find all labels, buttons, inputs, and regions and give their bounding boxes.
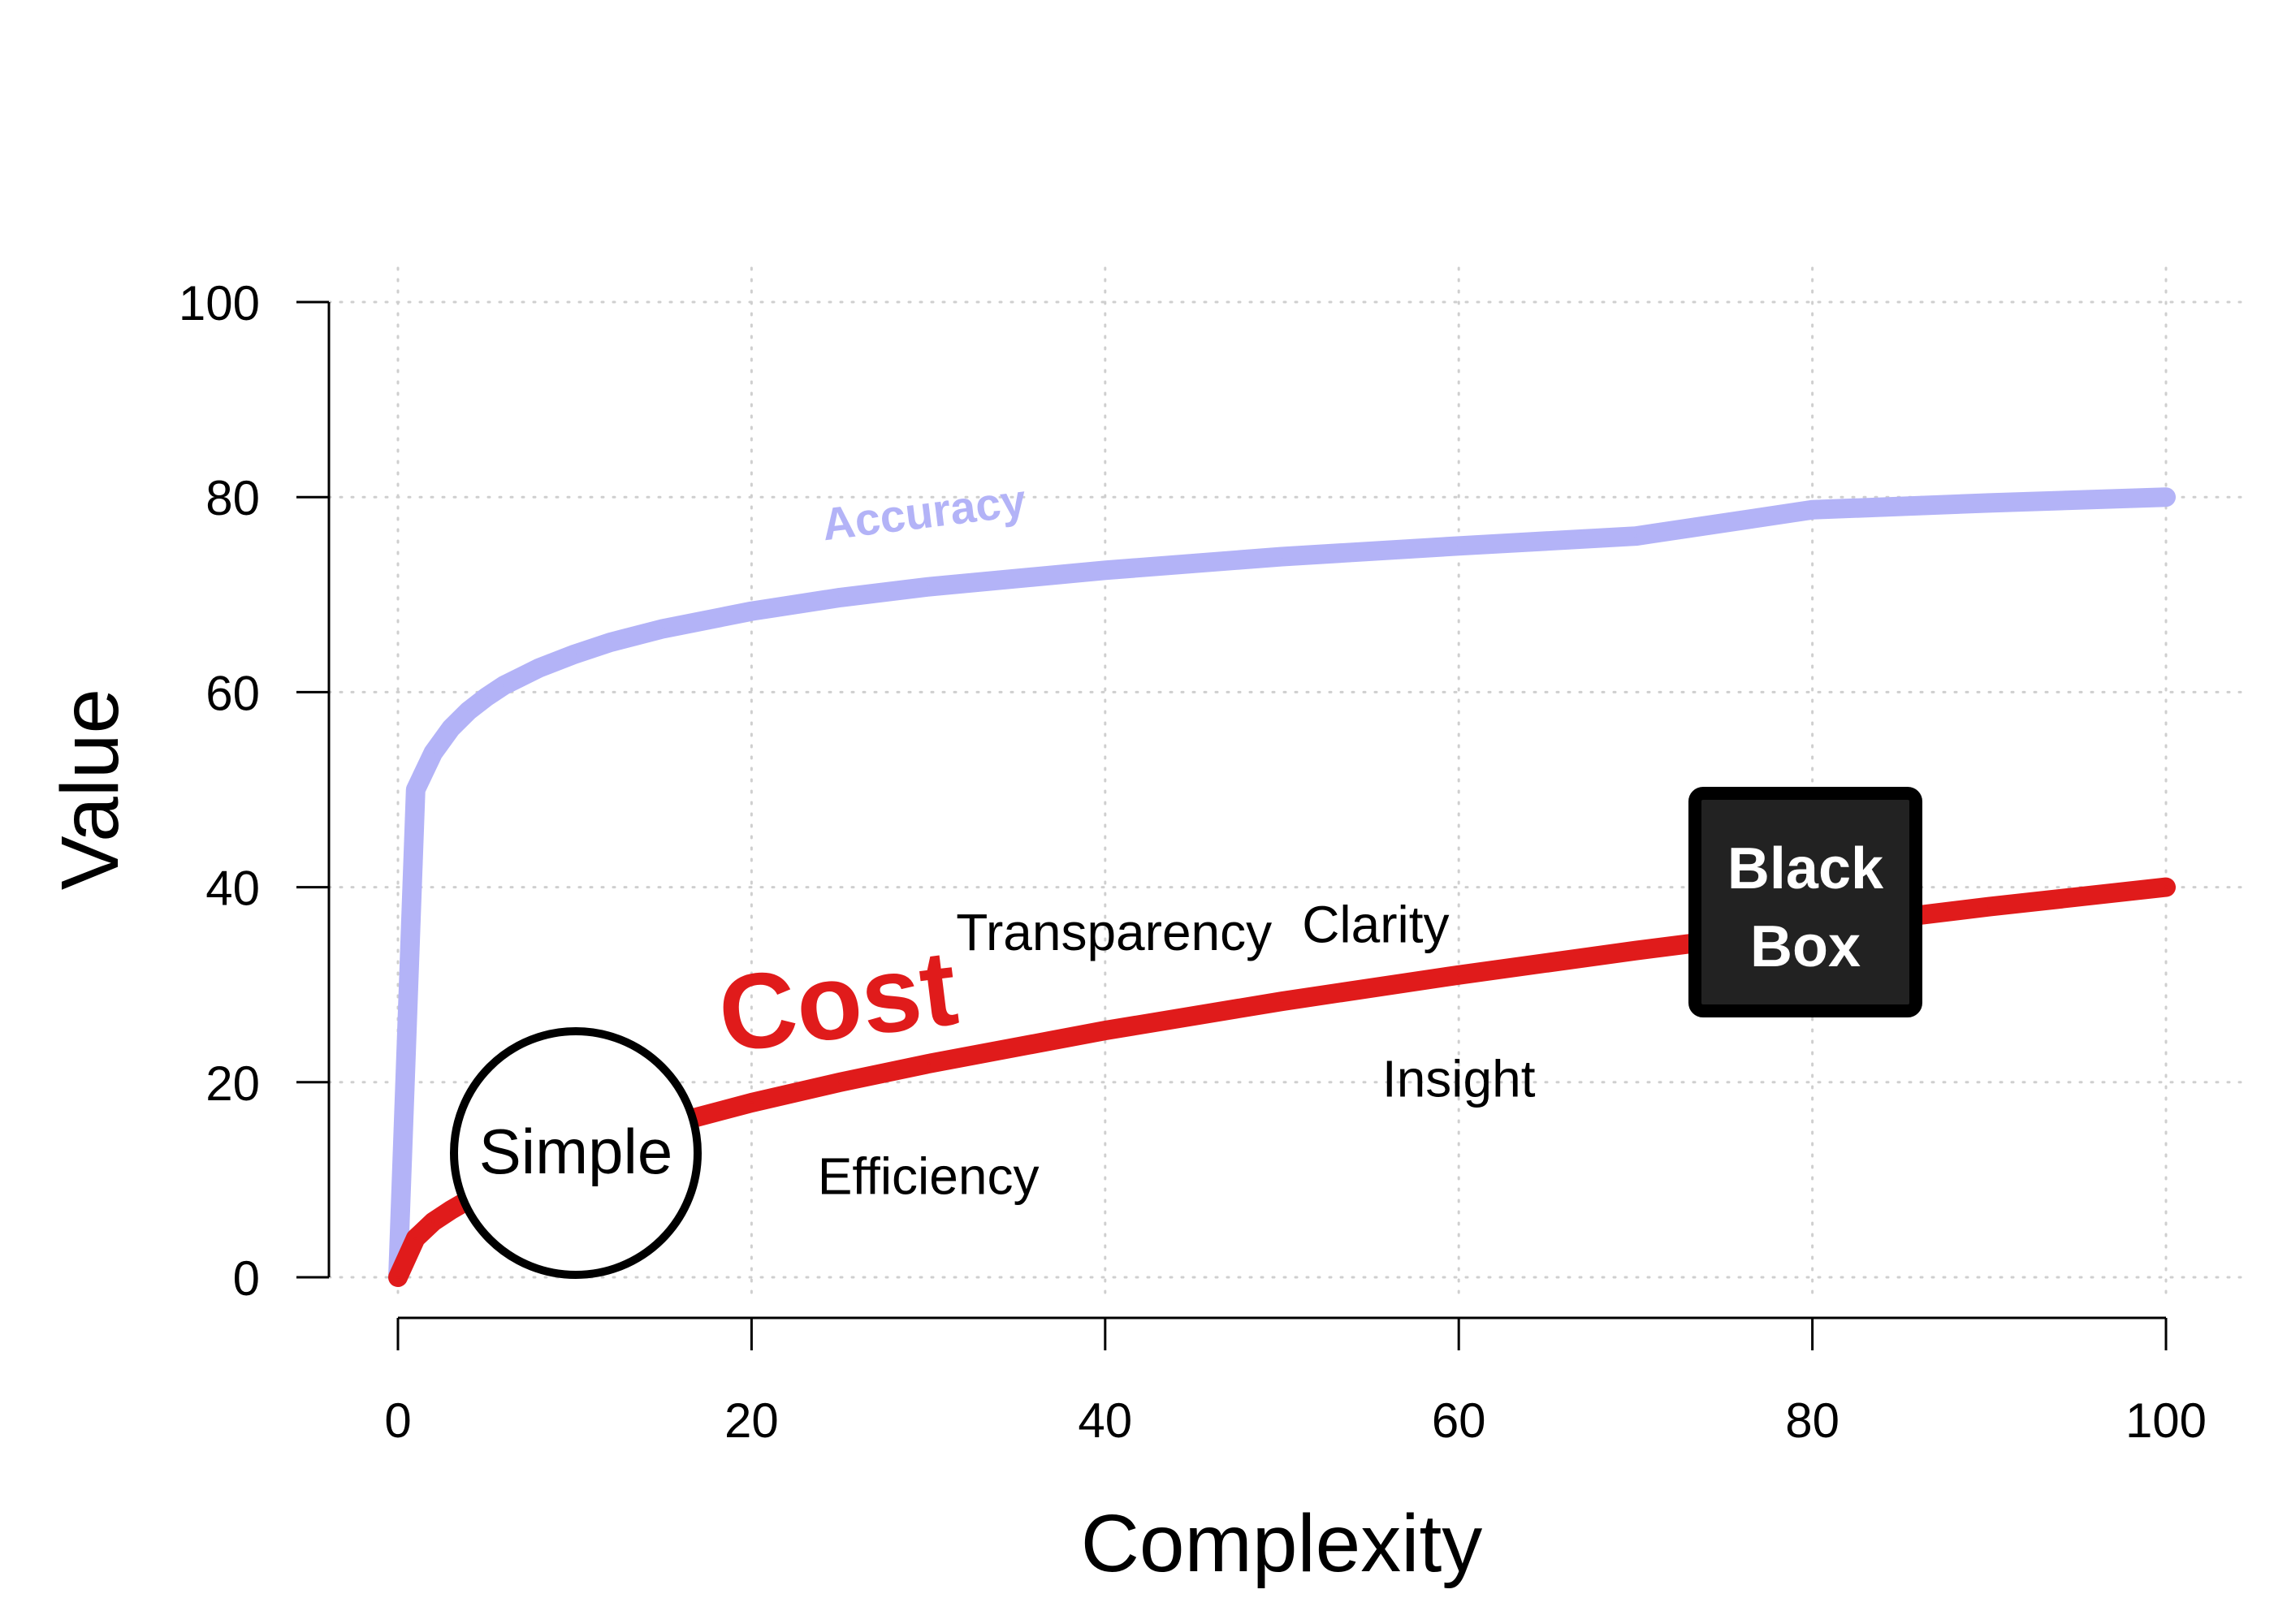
clarity-annotation: Clarity [1302, 896, 1449, 954]
black-box-marker: Black Box [1688, 787, 1922, 1017]
cost-point [431, 1220, 435, 1224]
y-tick-label: 0 [233, 1251, 260, 1306]
accuracy-point [1103, 568, 1107, 572]
cost-point [413, 1236, 417, 1240]
y-tick-label: 60 [205, 666, 260, 720]
cost-point [1280, 1000, 1284, 1004]
efficiency-annotation: Efficiency [818, 1147, 1040, 1205]
cost-point [838, 1080, 842, 1084]
cost-series-label: Cost [712, 927, 963, 1075]
accuracy-point [431, 750, 435, 754]
y-tick-label: 100 [179, 276, 260, 330]
cost-point [2164, 885, 2168, 889]
series-lines [388, 487, 2176, 1287]
accuracy-point [467, 709, 471, 713]
accuracy-point [927, 585, 931, 589]
simple-label: Simple [479, 1116, 672, 1187]
cost-point [1633, 948, 1637, 952]
simple-circle [450, 1027, 702, 1279]
y-axis-title: Value [45, 689, 136, 890]
cost-point [449, 1208, 453, 1212]
cost-point [396, 1276, 400, 1279]
y-tick-label: 40 [205, 862, 260, 916]
x-tick-label: 60 [1432, 1393, 1486, 1448]
cost-point [1987, 905, 1991, 909]
simple-circle-marker: Simple [450, 1027, 702, 1279]
accuracy-point [484, 695, 488, 699]
insight-annotation: Insight [1382, 1049, 1536, 1108]
accuracy-series-label: Accuracy [819, 474, 1029, 550]
accuracy-point [1987, 501, 1991, 505]
cost-point [1103, 1029, 1107, 1033]
accuracy-point [1633, 534, 1637, 538]
accuracy-point [661, 627, 665, 631]
accuracy-point [413, 788, 417, 792]
accuracy-point [750, 609, 754, 613]
accuracy-point [1280, 555, 1284, 559]
cost-line [388, 877, 2176, 1287]
annotations: Accuracy Cost Simple Black Box Transpare… [450, 474, 1922, 1279]
black-box [1688, 787, 1922, 1017]
black-box-label-line2: Box [1750, 914, 1861, 979]
x-tick-label: 80 [1785, 1393, 1840, 1448]
y-tick-label: 20 [205, 1056, 260, 1111]
x-tick-label: 40 [1078, 1393, 1132, 1448]
accuracy-point [1810, 508, 1814, 512]
accuracy-point [502, 683, 506, 687]
y-tick-label: 80 [205, 471, 260, 525]
x-tick-label: 100 [2125, 1393, 2207, 1448]
accuracy-point [838, 595, 842, 599]
accuracy-point [449, 726, 453, 730]
transparency-annotation: Transparency [956, 903, 1272, 961]
cost-point [1457, 973, 1461, 977]
x-tick-label: 20 [724, 1393, 779, 1448]
accuracy-point [2164, 495, 2168, 499]
accuracy-point [538, 666, 542, 670]
black-box-label-line1: Black [1727, 836, 1884, 901]
cost-point [927, 1061, 931, 1065]
accuracy-point [608, 641, 612, 645]
accuracy-point [1457, 544, 1461, 548]
x-axis-title: Complexity [1081, 1498, 1483, 1589]
x-tick-label: 0 [384, 1393, 411, 1448]
axes: 0 20 40 60 80 100 0 20 40 60 80 100 Complexity Value [45, 276, 2207, 1589]
cost-point [750, 1101, 754, 1105]
accuracy-point [573, 652, 577, 656]
